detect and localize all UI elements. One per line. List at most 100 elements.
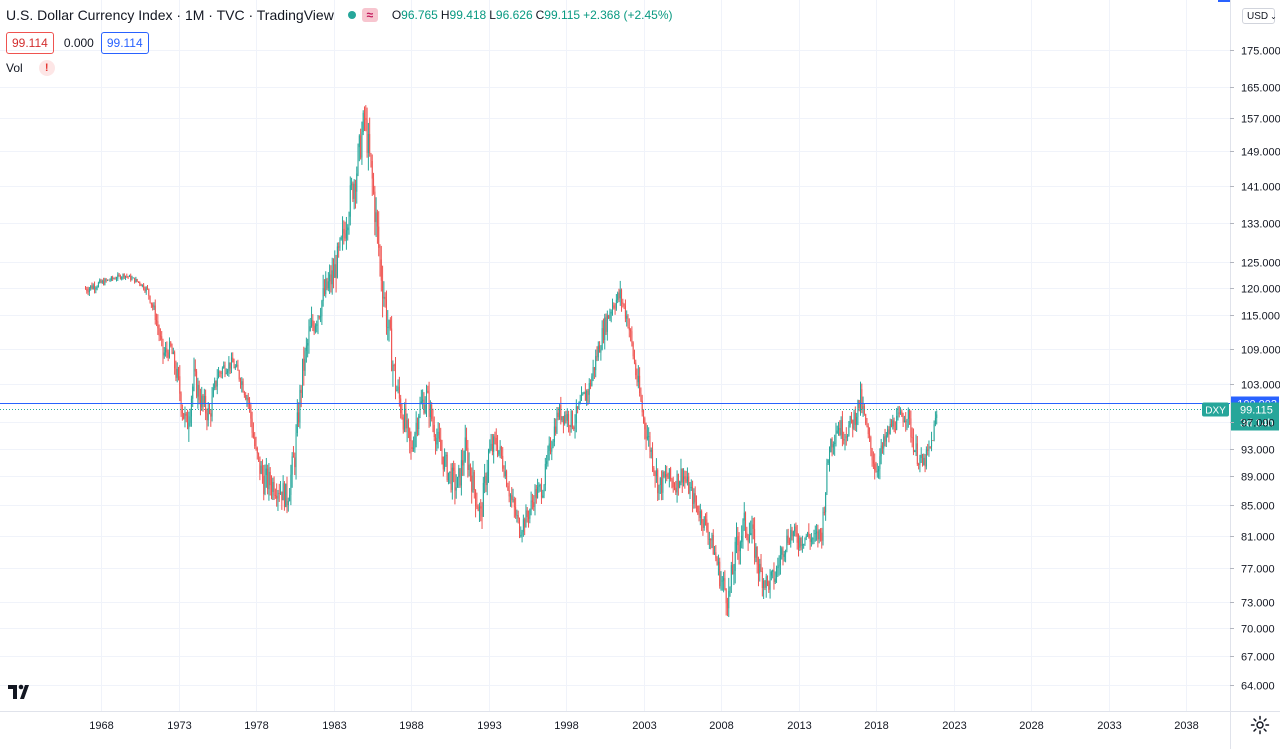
candle[interactable] (201, 386, 203, 411)
candle[interactable] (929, 446, 931, 449)
candle[interactable] (292, 446, 294, 458)
candle[interactable] (512, 488, 514, 503)
candle[interactable] (676, 470, 678, 503)
candle[interactable] (756, 546, 758, 574)
candle[interactable] (157, 314, 159, 335)
candle[interactable] (450, 463, 452, 493)
candle[interactable] (358, 134, 360, 162)
candle[interactable] (85, 286, 86, 290)
candle[interactable] (759, 558, 761, 582)
candle[interactable] (330, 265, 332, 293)
candle[interactable] (524, 517, 526, 536)
candle[interactable] (482, 476, 484, 518)
candle[interactable] (680, 458, 682, 486)
candle[interactable] (440, 427, 442, 451)
candle[interactable] (161, 331, 163, 347)
candle[interactable] (249, 397, 251, 413)
candle[interactable] (225, 368, 227, 375)
candle[interactable] (335, 254, 337, 293)
candle[interactable] (130, 273, 132, 282)
candle[interactable] (323, 279, 325, 297)
candle[interactable] (781, 546, 783, 560)
candle[interactable] (118, 273, 120, 277)
candle[interactable] (573, 425, 575, 431)
candle[interactable] (537, 478, 539, 499)
candle[interactable] (693, 488, 695, 509)
candle[interactable] (612, 298, 613, 316)
candle[interactable] (858, 399, 860, 412)
candle[interactable] (435, 434, 437, 455)
candle[interactable] (95, 286, 97, 294)
candle[interactable] (194, 359, 196, 377)
candle[interactable] (383, 281, 385, 307)
candle[interactable] (379, 244, 381, 277)
candle[interactable] (312, 314, 314, 332)
candle[interactable] (282, 475, 284, 501)
candle[interactable] (799, 535, 801, 551)
candle[interactable] (356, 166, 358, 204)
candle[interactable] (464, 424, 466, 463)
candle[interactable] (661, 470, 663, 501)
candle[interactable] (307, 338, 309, 358)
candle[interactable] (349, 176, 351, 226)
candle[interactable] (555, 418, 557, 436)
candle[interactable] (800, 537, 802, 551)
candle[interactable] (636, 368, 638, 387)
candle[interactable] (519, 517, 520, 539)
candle[interactable] (933, 420, 935, 442)
candle[interactable] (228, 356, 230, 377)
candle[interactable] (207, 402, 209, 427)
candle[interactable] (582, 392, 584, 396)
candle[interactable] (100, 278, 102, 284)
candle[interactable] (604, 313, 606, 350)
candle[interactable] (769, 569, 771, 599)
candle[interactable] (432, 408, 434, 433)
candle[interactable] (462, 448, 464, 476)
candle[interactable] (269, 467, 271, 496)
candle[interactable] (418, 413, 420, 436)
candle[interactable] (912, 428, 914, 456)
candle[interactable] (105, 278, 107, 283)
candle[interactable] (296, 399, 298, 437)
candle[interactable] (751, 515, 753, 544)
candle[interactable] (831, 437, 833, 457)
candle[interactable] (140, 283, 142, 287)
candle[interactable] (406, 413, 408, 443)
candle[interactable] (621, 288, 623, 312)
currency-select[interactable]: USD ⌄ (1242, 8, 1277, 24)
candle[interactable] (610, 309, 612, 323)
candle[interactable] (416, 417, 418, 437)
candle[interactable] (469, 463, 471, 482)
candle[interactable] (643, 409, 644, 424)
candle[interactable] (380, 245, 382, 292)
candle[interactable] (499, 440, 501, 459)
candle[interactable] (268, 463, 270, 501)
candle[interactable] (104, 277, 106, 286)
candle[interactable] (645, 422, 647, 451)
candle[interactable] (644, 416, 646, 440)
candle[interactable] (137, 281, 139, 284)
candle[interactable] (420, 389, 422, 405)
candle[interactable] (116, 276, 117, 282)
candle[interactable] (398, 376, 400, 407)
candle[interactable] (433, 416, 435, 442)
candle[interactable] (795, 522, 797, 537)
candle[interactable] (171, 343, 173, 355)
candle[interactable] (428, 381, 430, 428)
candle[interactable] (166, 341, 168, 359)
candle[interactable] (389, 317, 391, 331)
candle[interactable] (127, 276, 129, 280)
candle[interactable] (369, 117, 371, 157)
candle[interactable] (552, 438, 554, 449)
candle[interactable] (90, 285, 92, 291)
candle[interactable] (354, 179, 356, 209)
candle[interactable] (627, 314, 629, 329)
candle[interactable] (571, 410, 573, 430)
candle[interactable] (544, 457, 546, 492)
candle[interactable] (362, 110, 364, 136)
candle[interactable] (623, 303, 625, 310)
candle[interactable] (429, 400, 431, 427)
candle[interactable] (862, 396, 864, 417)
candle[interactable] (529, 508, 531, 524)
candle[interactable] (575, 399, 577, 433)
